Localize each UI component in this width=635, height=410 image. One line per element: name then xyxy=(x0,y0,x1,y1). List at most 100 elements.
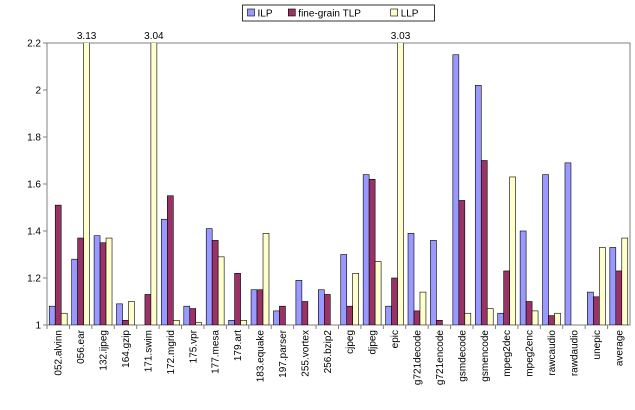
bar xyxy=(374,261,382,325)
bars xyxy=(48,43,629,325)
legend-swatch xyxy=(247,8,255,17)
bar xyxy=(183,305,191,325)
y-tick-label: 1.2 xyxy=(27,274,41,285)
x-tick-label: g721encode xyxy=(435,330,446,385)
bar xyxy=(509,176,516,325)
bar xyxy=(407,233,415,325)
bar xyxy=(93,235,101,325)
bar xyxy=(362,174,370,325)
bar xyxy=(71,258,78,325)
bar xyxy=(609,247,617,325)
y-tick-label: 1 xyxy=(35,321,41,332)
bar xyxy=(173,319,180,325)
x-tick-label: 175.vpr xyxy=(188,329,199,363)
x-tick-label: mpeg2enc xyxy=(525,330,536,377)
bar xyxy=(217,256,225,325)
value-label: 3.04 xyxy=(144,31,164,42)
legend: ILP fine-grain TLP LLP xyxy=(242,4,435,22)
bar xyxy=(397,43,404,325)
bar xyxy=(323,294,331,325)
bar xyxy=(48,305,56,325)
bar xyxy=(189,308,197,325)
bar xyxy=(593,296,600,325)
bar xyxy=(352,272,359,325)
bar xyxy=(116,303,123,325)
bar xyxy=(419,291,427,325)
bar xyxy=(474,85,482,325)
bar xyxy=(161,218,168,325)
x-tick-label: 177.mesa xyxy=(211,330,222,374)
bar xyxy=(486,308,494,325)
bar xyxy=(480,160,488,325)
x-tick-label: rawdaudio xyxy=(569,330,580,377)
bar xyxy=(211,240,219,325)
legend-label: ILP xyxy=(258,9,273,20)
bar xyxy=(587,291,594,325)
bar xyxy=(128,301,135,325)
bar xyxy=(234,272,241,325)
x-tick-label: 052.alvinn xyxy=(54,330,65,376)
bar xyxy=(60,312,68,325)
y-tick-label: 1.6 xyxy=(27,180,41,191)
bar xyxy=(83,43,90,325)
x-tick-label: cjpeg xyxy=(345,330,356,354)
bar xyxy=(430,240,437,325)
bar xyxy=(54,204,62,325)
bar xyxy=(464,312,472,325)
value-label: 3.13 xyxy=(77,31,97,42)
bar xyxy=(452,54,460,325)
x-tick-label: gsmencode xyxy=(480,330,491,382)
bar xyxy=(122,319,129,325)
bar xyxy=(167,195,174,325)
x-tick-label: 183.equake xyxy=(256,330,267,383)
bar xyxy=(318,289,325,325)
x-tick-label: 172.mgrid xyxy=(166,330,177,374)
bar xyxy=(346,305,354,325)
bar xyxy=(262,233,270,325)
bar xyxy=(531,310,539,325)
bar xyxy=(525,301,533,325)
bar xyxy=(279,305,286,325)
bar xyxy=(548,315,555,325)
bar xyxy=(519,230,527,325)
bar xyxy=(554,312,561,325)
bar xyxy=(391,277,398,325)
bar xyxy=(273,310,280,325)
x-tick-label: djpeg xyxy=(368,330,379,354)
bar xyxy=(150,43,158,325)
legend-swatch xyxy=(287,8,296,17)
x-tick-label: gsmdecode xyxy=(457,330,468,382)
bar xyxy=(564,162,572,325)
x-tick-label: 197.parser xyxy=(278,329,289,377)
bar xyxy=(615,270,623,325)
y-tick-label: 2 xyxy=(35,86,41,97)
legend-swatch xyxy=(390,8,399,17)
x-tick-label: 164.gzip xyxy=(121,330,132,368)
value-label: 3.03 xyxy=(391,31,411,42)
x-tick-label: 255.vortex xyxy=(300,330,311,377)
bar xyxy=(340,254,348,325)
bar xyxy=(368,179,376,325)
bar xyxy=(250,289,258,325)
bar xyxy=(542,174,549,325)
y-tick-label: 1.4 xyxy=(27,227,41,238)
bar xyxy=(240,319,247,325)
bar xyxy=(413,310,421,325)
bar xyxy=(458,200,466,325)
bar xyxy=(385,305,392,325)
bar xyxy=(195,322,203,325)
bar xyxy=(256,289,264,325)
x-tick-label: unepic xyxy=(592,330,603,359)
bar xyxy=(436,319,443,325)
x-tick-label: average xyxy=(614,330,625,367)
x-tick-label: 171.swim xyxy=(143,330,154,372)
bar xyxy=(99,242,107,325)
x-tick-label: rawcaudio xyxy=(547,330,558,376)
bar xyxy=(105,237,113,325)
x-tick-label: 256.bzip2 xyxy=(323,330,334,374)
bar xyxy=(301,301,309,325)
x-tick-label: g721decode xyxy=(412,330,423,385)
legend-label: LLP xyxy=(401,9,419,20)
bar xyxy=(77,237,84,325)
